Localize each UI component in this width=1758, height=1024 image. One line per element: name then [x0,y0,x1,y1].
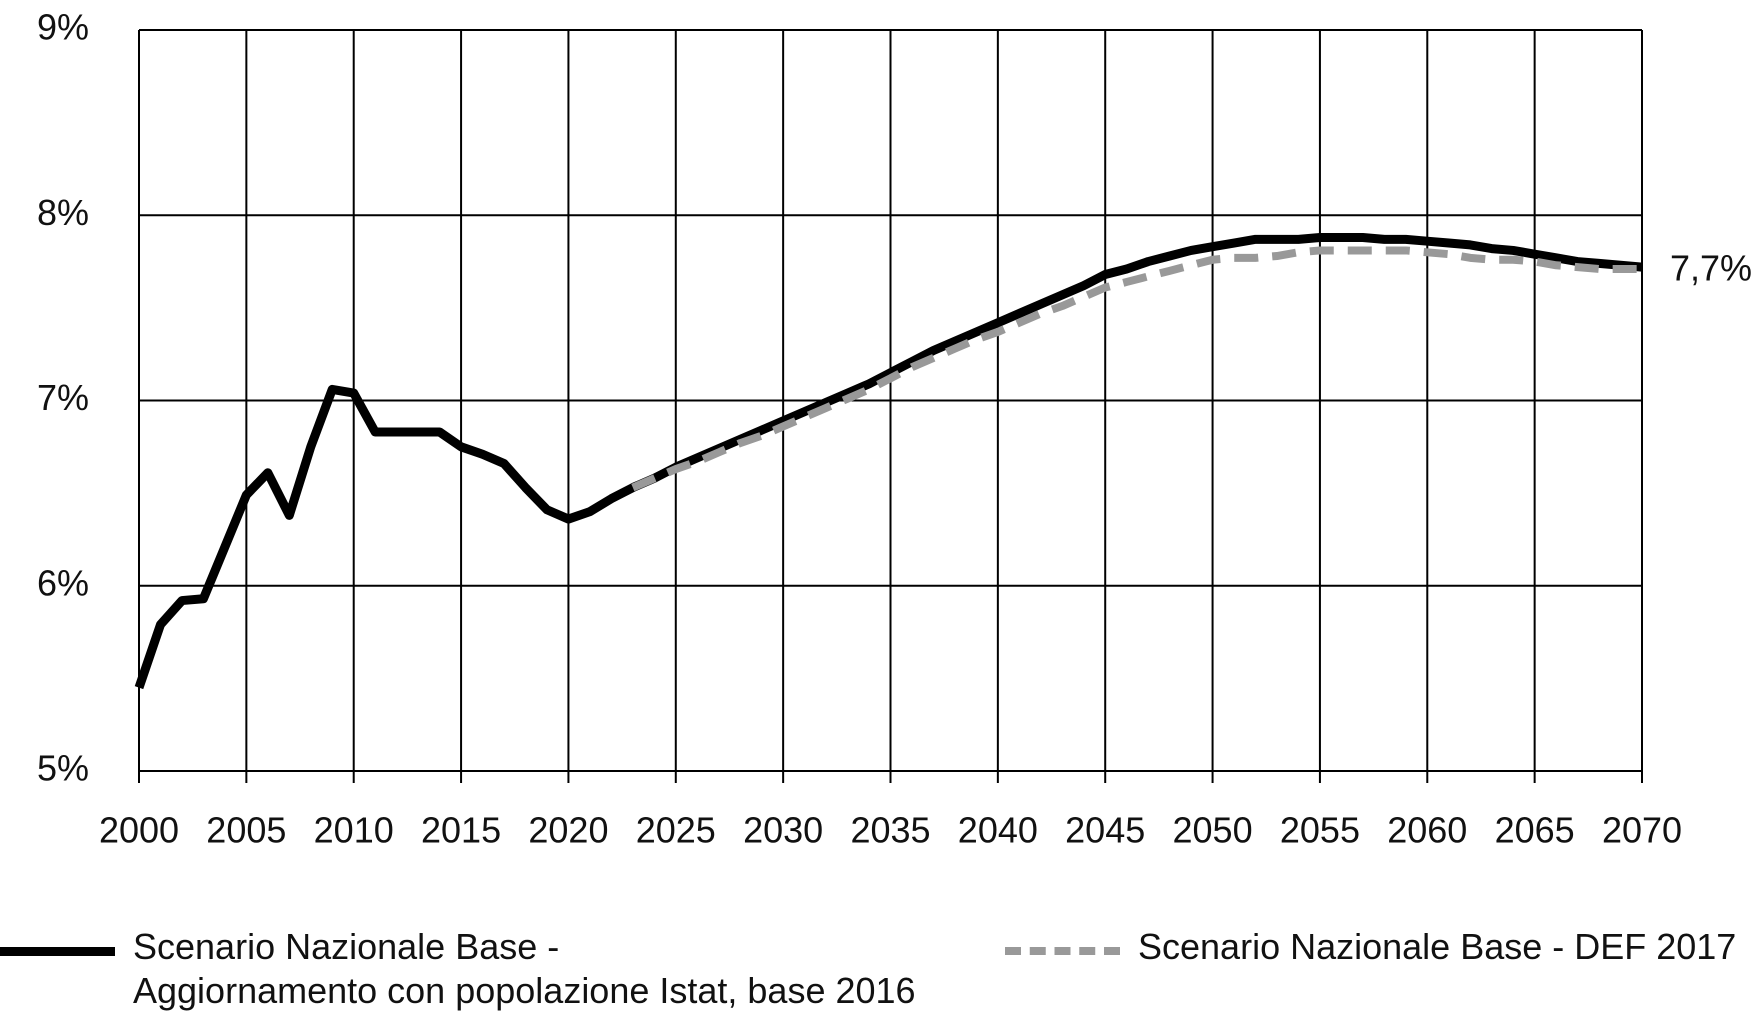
legend-swatch [1005,947,1120,955]
x-tick-label: 2065 [1495,810,1575,851]
x-tick-label: 2000 [99,810,179,851]
x-tick-label: 2040 [958,810,1038,851]
legend-label: Scenario Nazionale Base - Aggiornamento … [133,926,916,1011]
x-tick-label: 2050 [1173,810,1253,851]
x-tick-label: 2005 [206,810,286,851]
annotation: 7,7% [1670,248,1752,289]
y-tick-label: 7% [37,377,89,418]
y-tick-label: 8% [37,192,89,233]
series-line [631,246,1642,492]
legend-label: Scenario Nazionale Base - DEF 2017 [1138,926,1737,967]
x-tick-label: 2060 [1387,810,1467,851]
x-tick-label: 2030 [743,810,823,851]
legend-swatch [0,947,115,956]
y-tick-label: 9% [37,7,89,48]
x-tick-label: 2020 [528,810,608,851]
x-tick-label: 2070 [1602,810,1682,851]
x-tick-label: 2035 [850,810,930,851]
x-tick-label: 2015 [421,810,501,851]
y-tick-label: 6% [37,562,89,603]
x-tick-label: 2045 [1065,810,1145,851]
chart: 5% 6% 7% 8% 9% 2000 2005 2010 2015 2020 2025 2030 20… [37,7,1752,851]
x-tick-label: 2055 [1280,810,1360,851]
x-tick-label: 2025 [636,810,716,851]
legend-item: Scenario Nazionale Base - Aggiornamento … [0,925,916,1013]
series-line [134,232,1643,690]
x-tick-label: 2010 [314,810,394,851]
legend-item: Scenario Nazionale Base - DEF 2017 [1005,925,1736,969]
y-tick-label: 5% [37,748,89,789]
